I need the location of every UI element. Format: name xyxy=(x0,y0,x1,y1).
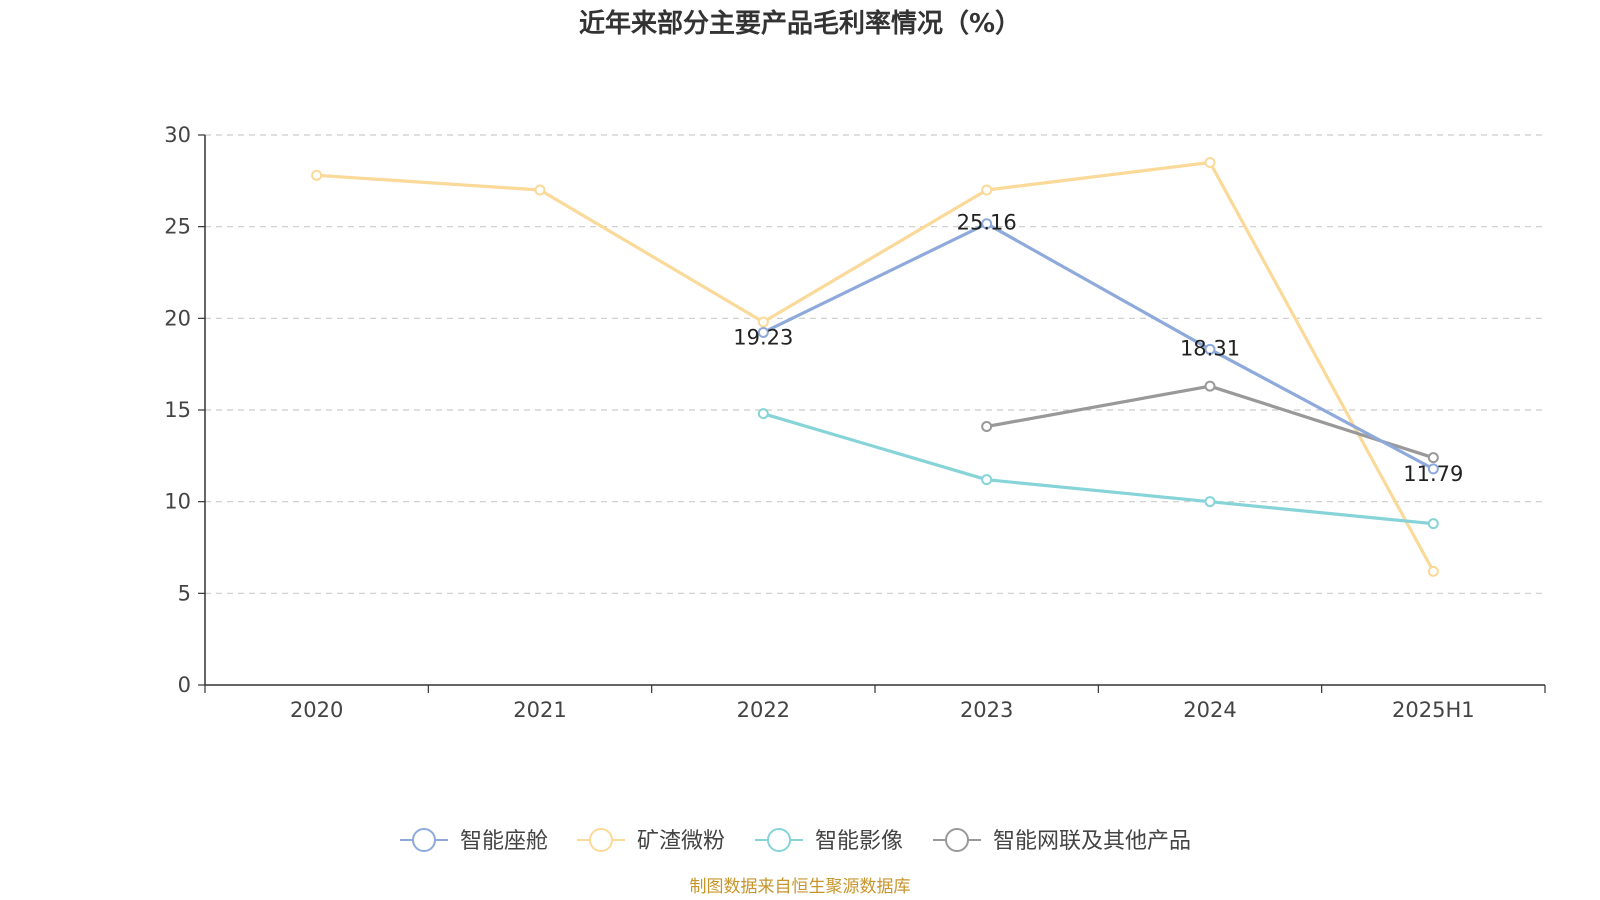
source-note: 制图数据来自恒生聚源数据库 xyxy=(690,877,911,897)
data-label: 25.16 xyxy=(957,211,1017,235)
legend-label: 智能网联及其他产品 xyxy=(993,829,1191,854)
data-point xyxy=(1204,380,1216,392)
data-point xyxy=(757,326,769,338)
x-tick-label: 2024 xyxy=(1183,698,1236,722)
data-point xyxy=(981,218,993,230)
data-label: 19.23 xyxy=(733,325,793,349)
legend-marker xyxy=(767,828,791,852)
data-label: 11.79 xyxy=(1403,462,1463,486)
series-line-2 xyxy=(762,412,1434,526)
data-point xyxy=(1427,518,1439,530)
legend: 智能座舱 矿渣微粉 智能影像 智能网联及其他产品 xyxy=(400,828,1191,854)
series-line-1 xyxy=(316,160,1435,573)
y-tick-label: 10 xyxy=(164,490,191,514)
gridlines xyxy=(205,134,1545,594)
data-point xyxy=(311,169,323,181)
legend-marker xyxy=(412,828,436,852)
legend-item: 智能影像 xyxy=(755,828,903,854)
legend-item: 智能网联及其他产品 xyxy=(933,828,1191,854)
x-tick-label: 2020 xyxy=(290,698,343,722)
data-point xyxy=(1204,157,1216,168)
y-tick-label: 20 xyxy=(164,306,191,330)
legend-item: 智能座舱 xyxy=(400,828,548,854)
y-tick-label: 5 xyxy=(178,581,191,605)
data-point xyxy=(1427,452,1439,464)
chart-title: 近年来部分主要产品毛利率情况（%） xyxy=(579,8,1021,39)
data-point xyxy=(981,474,993,486)
y-tick-label: 15 xyxy=(164,398,191,422)
y-tick-label: 0 xyxy=(178,673,191,697)
data-point xyxy=(1427,565,1439,577)
legend-item: 矿渣微粉 xyxy=(577,828,725,854)
series-lines xyxy=(311,157,1439,577)
x-tick-label: 2025H1 xyxy=(1392,698,1475,722)
data-point xyxy=(757,408,769,420)
legend-marker xyxy=(945,828,969,852)
axes: 0 5 10 15 20 25 30 2020 2021 2022 2023 2024 2025H1 xyxy=(164,123,1546,722)
y-tick-label: 30 xyxy=(164,123,191,147)
data-point xyxy=(1204,496,1216,508)
data-point xyxy=(1427,463,1439,475)
data-labels: 19.23 25.16 18.31 11.79 xyxy=(733,211,1463,486)
data-point xyxy=(981,421,993,432)
legend-label: 智能座舱 xyxy=(460,829,548,854)
data-label: 18.31 xyxy=(1180,336,1240,360)
legend-label: 矿渣微粉 xyxy=(637,829,725,854)
data-point xyxy=(757,316,769,328)
y-tick-label: 25 xyxy=(164,215,191,239)
x-tick-label: 2023 xyxy=(960,698,1013,722)
data-point xyxy=(1204,343,1216,355)
data-point xyxy=(981,184,993,196)
x-tick-label: 2021 xyxy=(513,698,566,722)
x-tick-label: 2022 xyxy=(737,698,790,722)
legend-label: 智能影像 xyxy=(815,829,903,854)
legend-marker xyxy=(589,828,613,852)
series-line-0 xyxy=(762,222,1435,471)
data-point xyxy=(534,184,546,196)
